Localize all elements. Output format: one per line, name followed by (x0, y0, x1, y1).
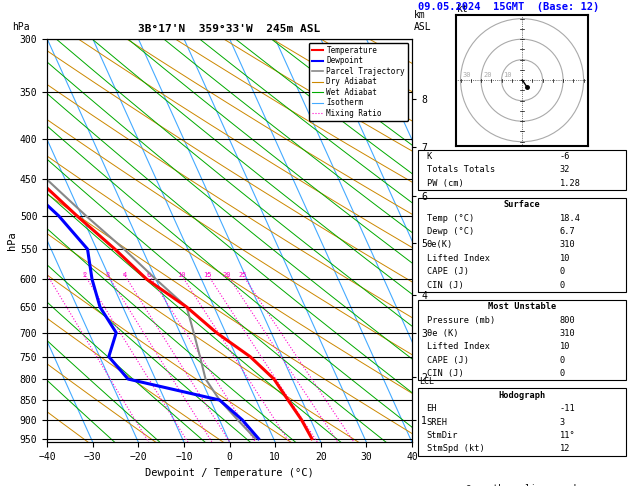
Text: Totals Totals: Totals Totals (426, 165, 495, 174)
Bar (418, 388, 626, 455)
Text: 800: 800 (559, 315, 575, 325)
Text: 0: 0 (559, 281, 565, 290)
Text: 0: 0 (559, 356, 565, 365)
Text: 10: 10 (504, 72, 512, 78)
Bar (418, 198, 626, 292)
Text: Most Unstable: Most Unstable (488, 302, 556, 311)
Y-axis label: hPa: hPa (7, 231, 17, 250)
Text: SREH: SREH (426, 417, 448, 427)
Bar (418, 150, 626, 190)
Text: 0: 0 (559, 369, 565, 378)
Text: 310: 310 (559, 241, 575, 249)
Text: CIN (J): CIN (J) (426, 281, 464, 290)
Text: LCL: LCL (420, 377, 434, 386)
Text: 310: 310 (559, 329, 575, 338)
Text: StmDir: StmDir (426, 431, 458, 440)
Text: 4: 4 (122, 272, 126, 278)
Text: EH: EH (426, 404, 437, 413)
Text: Lifted Index: Lifted Index (426, 343, 489, 351)
Text: -11: -11 (559, 404, 575, 413)
Legend: Temperature, Dewpoint, Parcel Trajectory, Dry Adiabat, Wet Adiabat, Isotherm, Mi: Temperature, Dewpoint, Parcel Trajectory… (309, 43, 408, 121)
Text: 32: 32 (559, 165, 570, 174)
Text: 15: 15 (204, 272, 212, 278)
Text: 3: 3 (106, 272, 109, 278)
Text: 10: 10 (559, 254, 570, 263)
Text: 6: 6 (147, 272, 151, 278)
Text: K: K (426, 152, 432, 161)
Text: CAPE (J): CAPE (J) (426, 267, 469, 276)
Text: kt: kt (457, 4, 468, 14)
Text: PW (cm): PW (cm) (426, 179, 464, 188)
Text: 10: 10 (559, 343, 570, 351)
Text: 6.7: 6.7 (559, 227, 575, 236)
Text: Temp (°C): Temp (°C) (426, 214, 474, 223)
X-axis label: Dewpoint / Temperature (°C): Dewpoint / Temperature (°C) (145, 468, 314, 478)
Text: Surface: Surface (504, 200, 540, 209)
Text: θe (K): θe (K) (426, 329, 458, 338)
Text: 3: 3 (559, 417, 565, 427)
Text: -6: -6 (559, 152, 570, 161)
Text: 12: 12 (559, 444, 570, 453)
Text: Lifted Index: Lifted Index (426, 254, 489, 263)
Text: 1.28: 1.28 (559, 179, 581, 188)
Text: 11°: 11° (559, 431, 575, 440)
Text: 0: 0 (559, 267, 565, 276)
Text: Dewp (°C): Dewp (°C) (426, 227, 474, 236)
Text: 18.4: 18.4 (559, 214, 581, 223)
Text: 10: 10 (177, 272, 186, 278)
Text: θe(K): θe(K) (426, 241, 453, 249)
Text: 25: 25 (238, 272, 247, 278)
Text: 20: 20 (223, 272, 231, 278)
Bar (418, 300, 626, 381)
Text: 20: 20 (483, 72, 492, 78)
Text: 30: 30 (462, 72, 471, 78)
Text: CAPE (J): CAPE (J) (426, 356, 469, 365)
Text: © weatheronline.co.uk: © weatheronline.co.uk (465, 484, 579, 486)
Text: 3B°17'N  359°33'W  245m ASL: 3B°17'N 359°33'W 245m ASL (138, 24, 321, 34)
Text: Hodograph: Hodograph (498, 391, 546, 399)
Text: hPa: hPa (13, 21, 30, 32)
Text: StmSpd (kt): StmSpd (kt) (426, 444, 484, 453)
Text: 09.05.2024  15GMT  (Base: 12): 09.05.2024 15GMT (Base: 12) (418, 2, 599, 12)
Text: 2: 2 (82, 272, 87, 278)
Text: Pressure (mb): Pressure (mb) (426, 315, 495, 325)
Text: km
ASL: km ASL (414, 10, 431, 32)
Text: CIN (J): CIN (J) (426, 369, 464, 378)
